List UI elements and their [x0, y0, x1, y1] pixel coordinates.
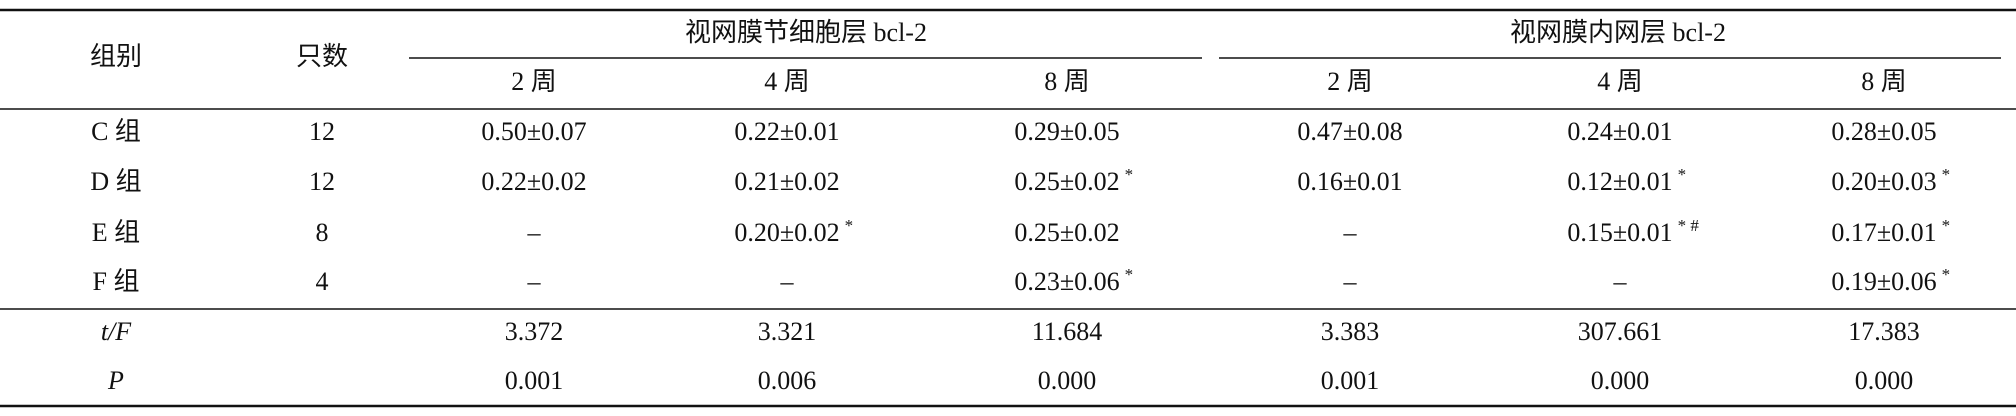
stat-value: 0.001: [1321, 366, 1380, 395]
cell-value: 0.12±0.01: [1567, 167, 1672, 196]
stat-value: 0.000: [1038, 366, 1097, 395]
stat-value: 0.006: [758, 366, 817, 395]
cell-value: 0.15±0.01: [1567, 218, 1672, 247]
row-count: 12: [309, 117, 335, 146]
cell-value: 0.21±0.02: [734, 167, 839, 196]
stat-value: 0.001: [505, 366, 564, 395]
cell-value: 0.25±0.02: [1014, 167, 1119, 196]
cell-value: –: [780, 267, 795, 296]
cell-value: 0.20±0.03: [1831, 167, 1936, 196]
cell-sup: *: [1942, 216, 1951, 235]
stat-label: t/F: [101, 317, 132, 346]
cell-value: 0.28±0.05: [1831, 117, 1936, 146]
cell-sup: *: [1125, 265, 1134, 284]
week-header: 8 周: [1861, 67, 1907, 96]
cell-sup: *: [1942, 165, 1951, 184]
row-count: 4: [316, 267, 329, 296]
cell-sup: * #: [1678, 216, 1700, 235]
cell-value: 0.22±0.01: [734, 117, 839, 146]
section-title: 视网膜节细胞层 bcl-2: [685, 18, 927, 47]
stat-value: 307.661: [1578, 317, 1663, 346]
cell-value: –: [1343, 218, 1358, 247]
row-count: 8: [316, 218, 329, 247]
cell-value: 0.50±0.07: [481, 117, 586, 146]
week-header: 2 周: [1327, 67, 1373, 96]
section-title: 视网膜内网层 bcl-2: [1510, 18, 1726, 47]
cell-value: 0.20±0.02: [734, 218, 839, 247]
cell-sup: *: [1942, 265, 1951, 284]
stat-value: 11.684: [1032, 317, 1103, 346]
cell-value: 0.22±0.02: [481, 167, 586, 196]
week-header: 4 周: [764, 67, 810, 96]
row-group: C 组: [91, 117, 141, 146]
cell-value: 0.23±0.06: [1014, 267, 1119, 296]
cell-value: 0.29±0.05: [1014, 117, 1119, 146]
stat-value: 17.383: [1848, 317, 1920, 346]
week-header: 2 周: [511, 67, 557, 96]
stat-value: 3.321: [758, 317, 817, 346]
row-group: E 组: [92, 218, 140, 247]
cell-value: 0.17±0.01: [1831, 218, 1936, 247]
cell-sup: *: [845, 216, 854, 235]
stat-value: 3.372: [505, 317, 564, 346]
stat-label: P: [107, 366, 124, 395]
week-header: 8 周: [1044, 67, 1090, 96]
cell-value: 0.16±0.01: [1297, 167, 1402, 196]
cell-value: 0.47±0.08: [1297, 117, 1402, 146]
cell-sup: *: [1678, 165, 1687, 184]
cell-value: –: [527, 218, 542, 247]
stat-value: 0.000: [1591, 366, 1650, 395]
row-count: 12: [309, 167, 335, 196]
cell-value: 0.19±0.06: [1831, 267, 1936, 296]
row-group: F 组: [93, 267, 140, 296]
cell-value: –: [1343, 267, 1358, 296]
cell-value: –: [1613, 267, 1628, 296]
stat-value: 3.383: [1321, 317, 1380, 346]
cell-value: 0.25±0.02: [1014, 218, 1119, 247]
header-count: 只数: [296, 42, 348, 71]
stat-value: 0.000: [1855, 366, 1914, 395]
row-group: D 组: [90, 167, 141, 196]
cell-value: –: [527, 267, 542, 296]
cell-sup: *: [1125, 165, 1134, 184]
cell-value: 0.24±0.01: [1567, 117, 1672, 146]
header-group: 组别: [90, 42, 142, 71]
week-header: 4 周: [1597, 67, 1643, 96]
